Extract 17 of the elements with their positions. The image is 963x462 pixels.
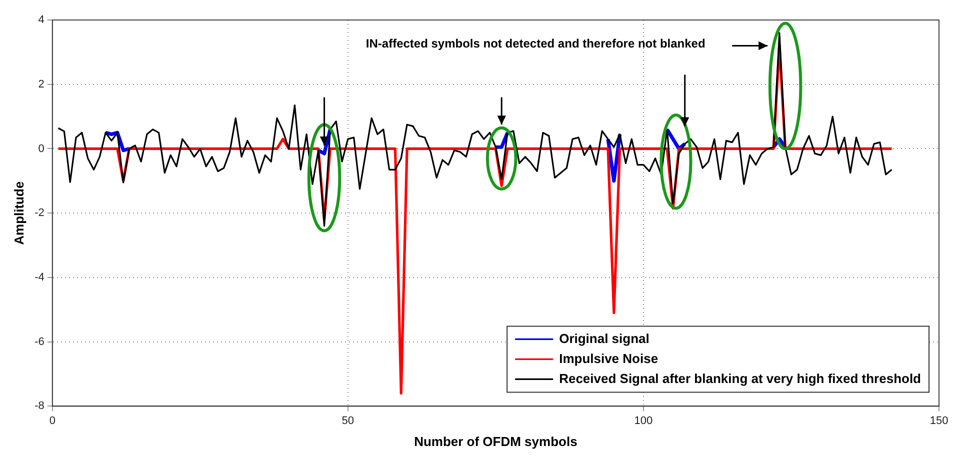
y-tick-label: -4	[34, 272, 44, 284]
x-tick-label: 0	[49, 414, 56, 427]
y-tick-label: -6	[34, 336, 44, 348]
x-axis-title: Number of OFDM symbols	[414, 434, 578, 449]
y-tick-label: -2	[34, 207, 44, 220]
x-tick-label: 50	[342, 414, 354, 427]
legend-label: Received Signal after blanking at very high fixed threshold	[559, 370, 922, 386]
x-tick-label: 100	[634, 414, 653, 427]
legend-label: Impulsive Noise	[559, 350, 658, 366]
y-tick-label: -8	[34, 400, 44, 412]
y-axis-title: Amplitude	[11, 181, 26, 245]
legend-label: Original signal	[559, 330, 650, 346]
y-tick-label: 0	[38, 142, 44, 155]
y-tick-label: 4	[38, 14, 44, 26]
annotation: IN-affected symbols not detected and therefore not blanked	[366, 36, 706, 50]
y-tick-label: 2	[38, 78, 44, 90]
x-tick-label: 150	[930, 414, 948, 427]
